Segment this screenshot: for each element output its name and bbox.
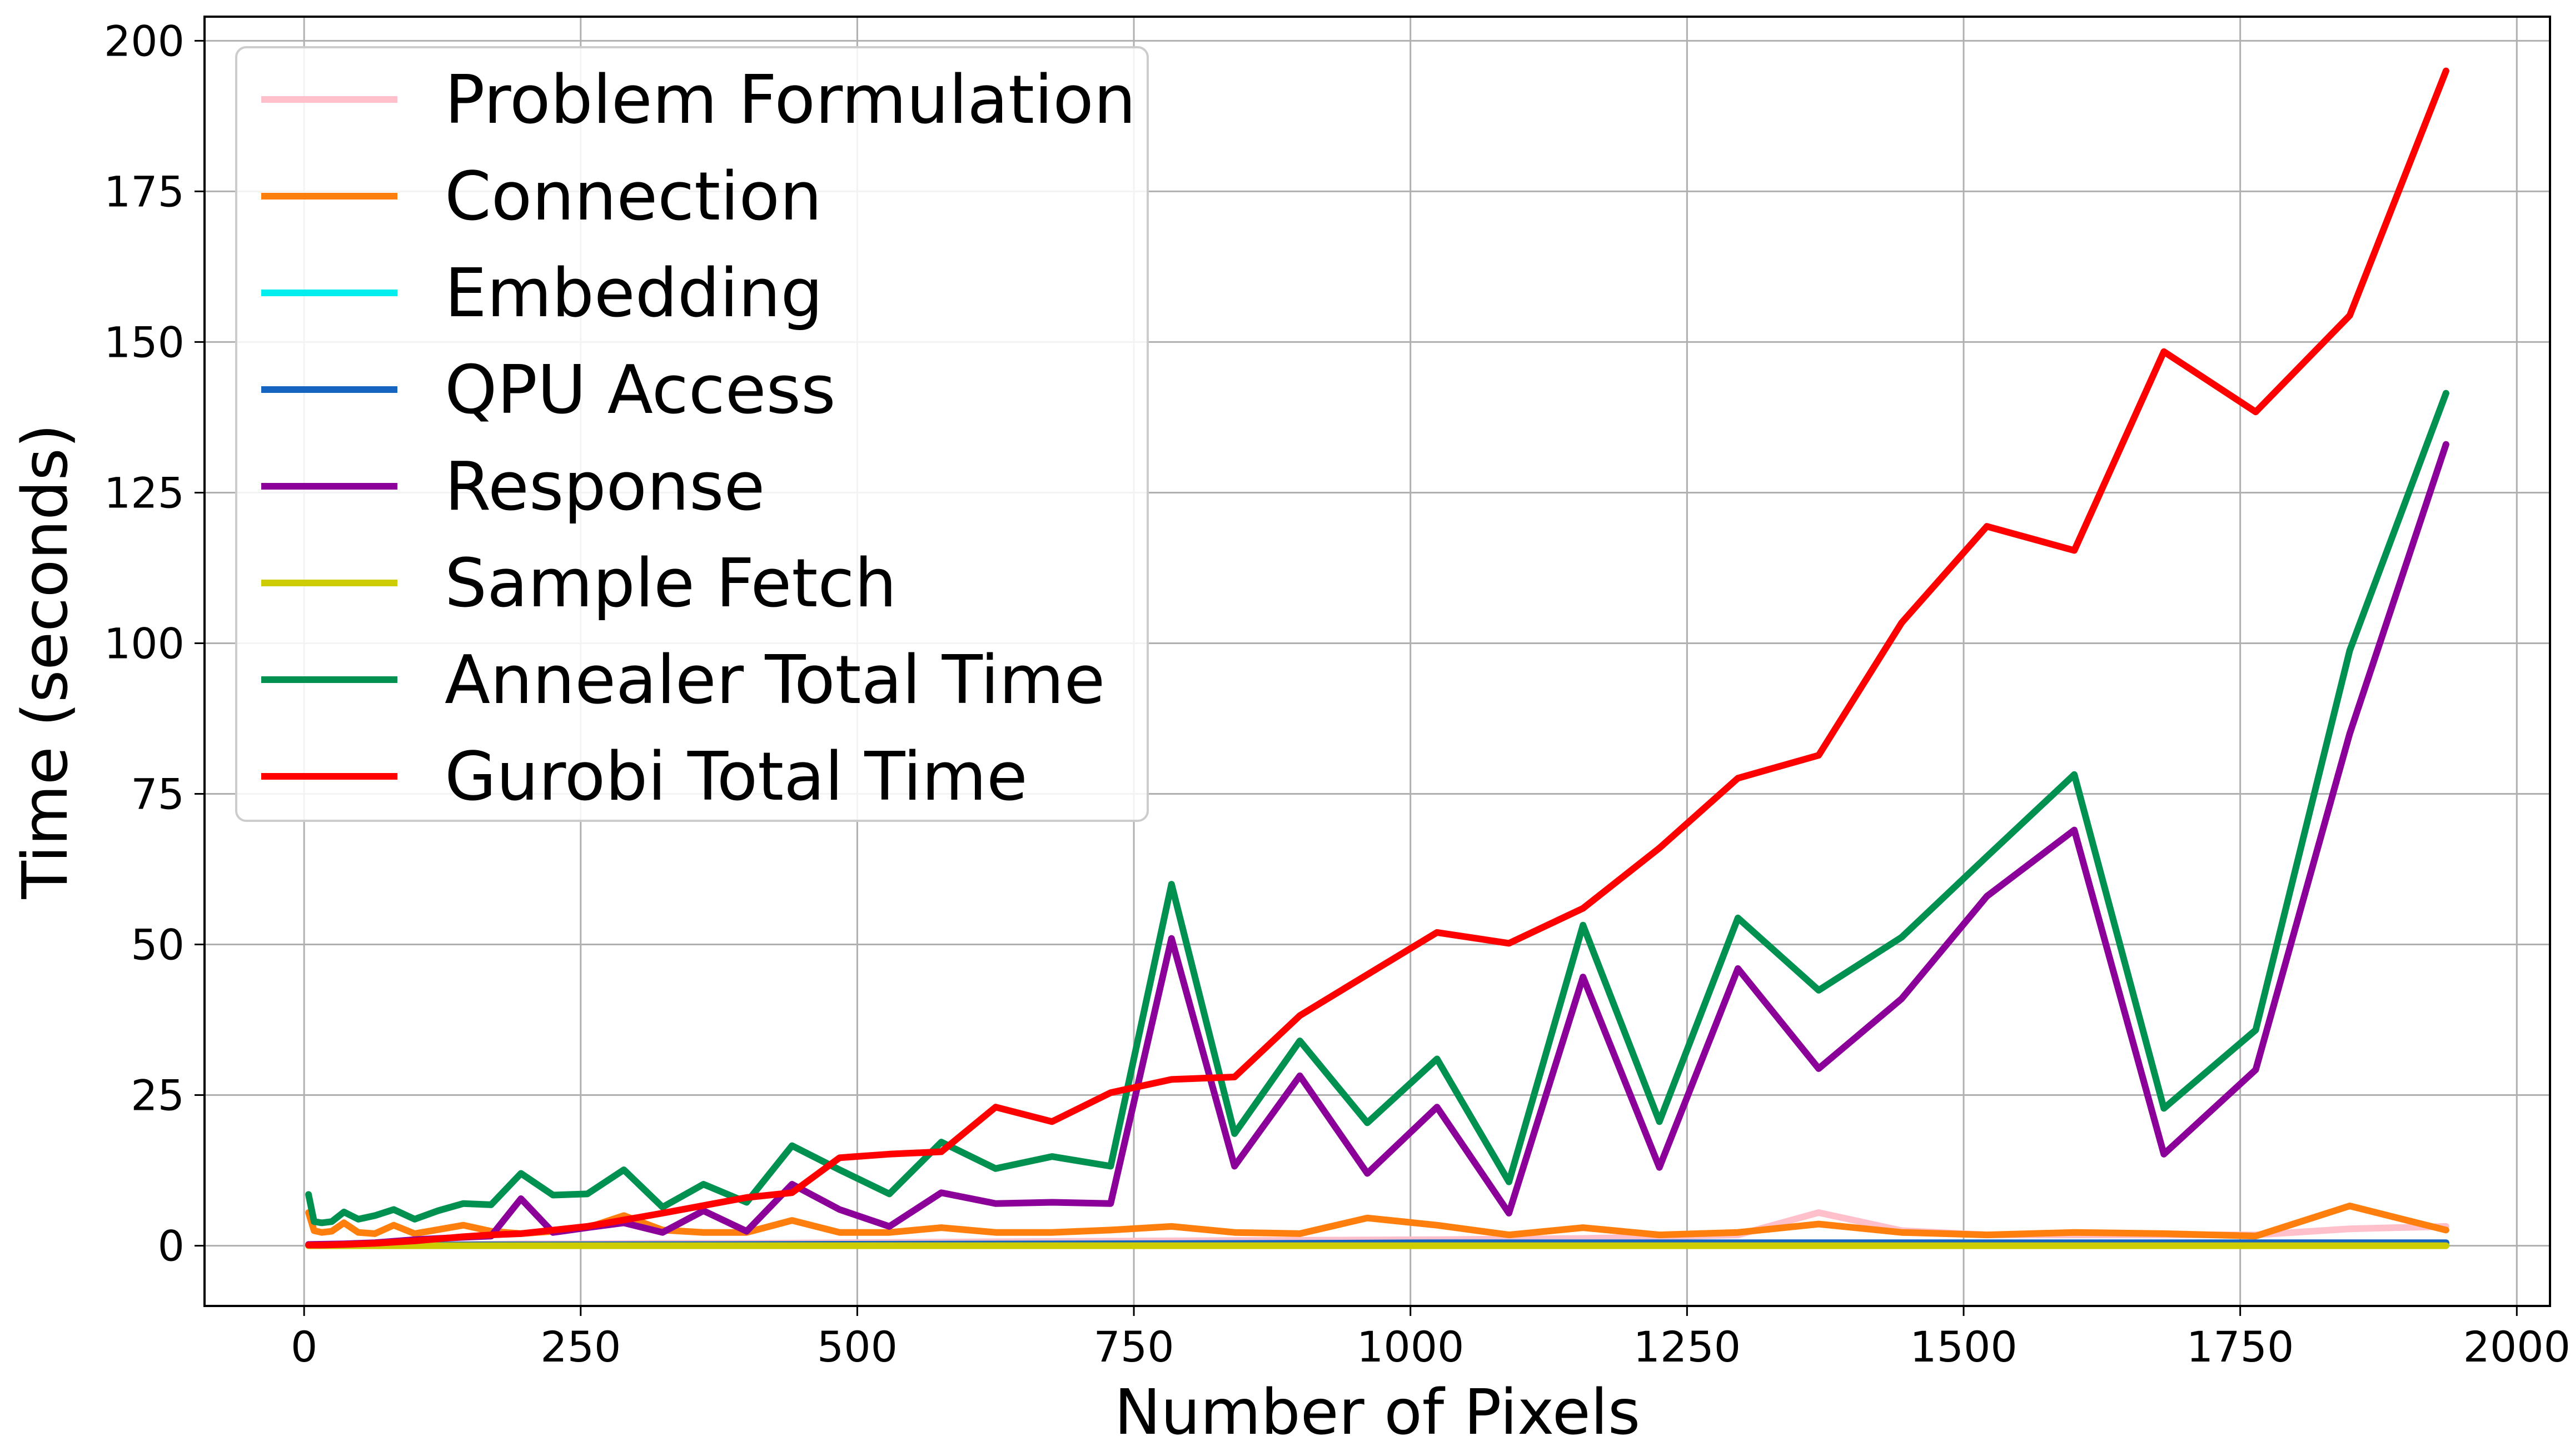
y-axis-ticks: 0 25 50 75 100 125 150 175 200 [104, 16, 205, 1271]
x-tick-label: 1000 [1357, 1322, 1464, 1372]
legend-label-embedding: Embedding [445, 255, 823, 332]
x-tick-label: 1500 [1910, 1322, 2017, 1372]
x-tick-label: 1250 [1633, 1322, 1741, 1372]
y-tick-label: 125 [104, 468, 185, 517]
legend-label-sample-fetch: Sample Fetch [445, 545, 896, 622]
y-tick-label: 200 [104, 16, 185, 66]
y-tick-label: 0 [158, 1221, 185, 1271]
x-tick-label: 500 [817, 1322, 898, 1372]
x-tick-label: 1750 [2186, 1322, 2294, 1372]
x-tick-label: 2000 [2463, 1322, 2571, 1372]
legend-label-connection: Connection [445, 158, 822, 236]
x-tick-label: 750 [1094, 1322, 1174, 1372]
series-line-gurobi-total-time [305, 67, 2449, 1249]
y-tick-label: 25 [131, 1071, 185, 1120]
x-axis-title: Number of Pixels [1114, 1377, 1640, 1449]
y-tick-label: 100 [104, 619, 185, 668]
series-lines [305, 67, 2449, 1249]
legend-box [235, 46, 1149, 822]
x-axis-ticks: 0 250 500 750 1000 1250 1500 1750 2000 [291, 1306, 2571, 1372]
legend-label-response: Response [445, 448, 765, 526]
series-line-annealer-total-time [305, 390, 2449, 1226]
legend: Problem Formulation Connection Embedding QP… [235, 46, 1149, 822]
x-tick-label: 250 [540, 1322, 621, 1372]
legend-label-annealer-total-time: Annealer Total Time [445, 642, 1105, 719]
y-tick-label: 150 [104, 317, 185, 367]
plot-area-frame [203, 16, 2551, 1307]
legend-label-problem-formulation: Problem Formulation [445, 62, 1136, 139]
x-tick-label: 0 [291, 1322, 317, 1372]
y-tick-label: 175 [104, 167, 185, 216]
legend-label-qpu-access: QPU Access [445, 352, 836, 429]
legend-label-gurobi-total-time: Gurobi Total Time [445, 739, 1028, 816]
y-tick-label: 50 [131, 920, 185, 970]
series-line-response [305, 441, 2449, 1248]
y-tick-label: 75 [131, 770, 185, 819]
series-line-connection [305, 1203, 2449, 1240]
y-axis-title: Time (seconds) [9, 424, 82, 900]
